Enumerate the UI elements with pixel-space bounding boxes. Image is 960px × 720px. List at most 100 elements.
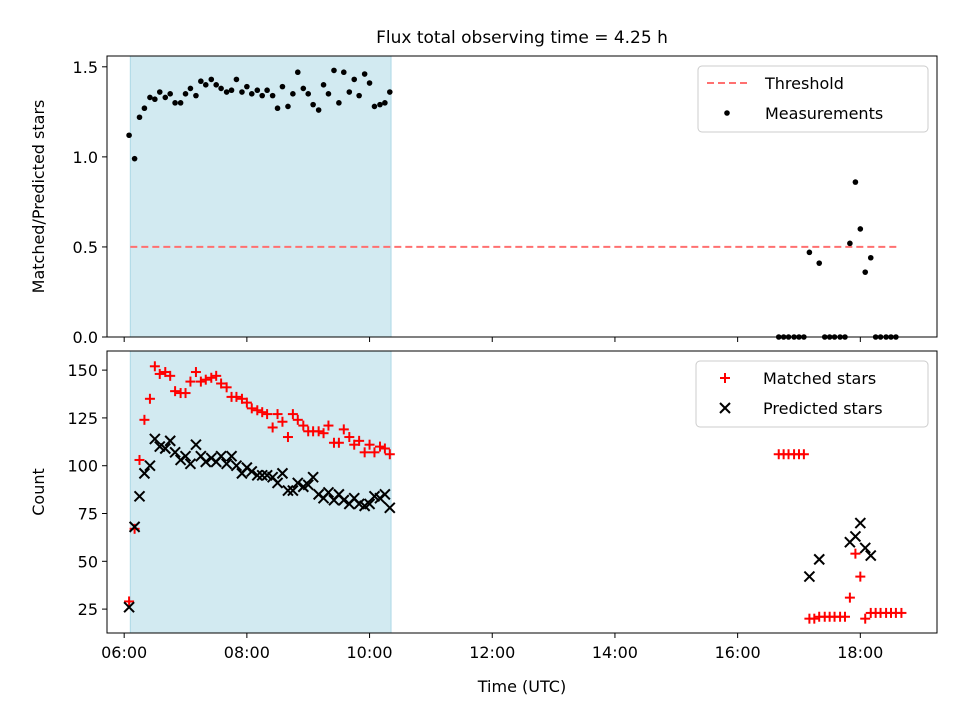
- data-point: [228, 87, 235, 94]
- x-b: [849, 530, 862, 543]
- data-point: [867, 254, 874, 261]
- data-point: [298, 420, 309, 431]
- observing-window-span: [129, 55, 392, 338]
- series-predicted-stars: [123, 433, 877, 613]
- data-point: [138, 467, 151, 480]
- x-b: [154, 440, 166, 453]
- data-point: [287, 409, 298, 420]
- data-point: [133, 490, 146, 503]
- data-point: [211, 370, 222, 381]
- data-point: [313, 426, 324, 437]
- x-b: [149, 433, 161, 445]
- data-point: [859, 542, 871, 554]
- x-b: [813, 553, 825, 566]
- data-point: [384, 502, 396, 514]
- data-point: [220, 458, 233, 470]
- data-point: [300, 85, 307, 92]
- data-point: [323, 420, 334, 431]
- data-point: [230, 460, 243, 472]
- data-point: [129, 523, 140, 534]
- data-point: [218, 85, 224, 92]
- data-point: [336, 100, 342, 106]
- legend-label: Threshold: [764, 74, 844, 93]
- legend-marker: [724, 110, 730, 116]
- x-b: [123, 601, 135, 613]
- data-point: [190, 438, 202, 451]
- figure-title: Flux total observing time = 4.25 h: [376, 28, 668, 48]
- top-panel-ratio: 0.0 0.5 1.0 1.5 Matched/Predicted stars Thres…: [29, 55, 938, 347]
- data-point: [318, 428, 329, 439]
- data-point: [198, 78, 204, 85]
- data-point: [271, 477, 284, 489]
- x-b: [384, 502, 396, 514]
- y-tick-label: 75: [78, 505, 98, 524]
- legend-label: Predicted stars: [763, 399, 883, 418]
- data-point: [374, 441, 385, 452]
- data-point: [252, 405, 263, 416]
- data-point: [272, 409, 283, 420]
- x-b: [164, 435, 176, 447]
- x-axis-label: Time (UTC): [477, 677, 566, 696]
- x-b: [276, 467, 289, 480]
- data-point: [292, 414, 303, 425]
- axes-frame: [106, 350, 938, 634]
- data-point: [850, 548, 861, 559]
- data-point: [225, 450, 238, 462]
- x-b: [271, 477, 284, 489]
- data-point: [282, 484, 294, 497]
- x-b: [225, 450, 238, 462]
- y-tick-label: 100: [67, 457, 98, 476]
- data-point: [310, 101, 316, 108]
- data-point: [187, 85, 194, 92]
- data-point: [156, 89, 163, 95]
- data-point: [264, 87, 270, 94]
- data-point: [356, 92, 362, 99]
- data-point: [233, 76, 240, 83]
- observing-window-span: [129, 350, 392, 634]
- x-b: [282, 484, 294, 497]
- y-tick-label: 1.5: [73, 58, 98, 77]
- x-b: [338, 494, 350, 506]
- data-point: [256, 469, 268, 481]
- data-point: [162, 94, 169, 101]
- data-point: [221, 382, 232, 393]
- data-point: [813, 553, 825, 566]
- data-point: [844, 592, 855, 603]
- legend: Matched stars Predicted stars: [695, 360, 929, 428]
- x-b: [287, 484, 299, 497]
- x-b: [302, 479, 314, 491]
- data-point: [269, 92, 276, 99]
- data-point: [852, 179, 859, 185]
- data-point: [279, 83, 286, 90]
- data-point: [144, 460, 156, 472]
- data-point: [798, 449, 809, 460]
- data-point: [200, 374, 211, 385]
- data-point: [223, 89, 230, 95]
- x-b: [133, 490, 146, 503]
- x-tick-label: 10:00: [347, 643, 393, 662]
- data-point: [809, 613, 820, 624]
- data-point: [248, 91, 255, 97]
- x-b: [266, 471, 279, 483]
- data-point: [259, 92, 266, 99]
- y-axis-label: Matched/Predicted stars: [29, 100, 48, 294]
- data-point: [144, 393, 155, 404]
- x-b: [179, 450, 192, 462]
- x-tick-label: 08:00: [224, 643, 270, 662]
- data-point: [241, 397, 252, 408]
- x-b: [859, 542, 871, 554]
- x-b: [159, 442, 171, 455]
- data-point: [364, 439, 375, 450]
- legend: Threshold Measurements: [697, 65, 929, 133]
- bottom-panel-count: 25 50 75 100 125 150 06:00 08:00 10:00 12:00 14:00…: [29, 350, 938, 696]
- data-point: [290, 91, 296, 97]
- legend-marker: [720, 373, 730, 383]
- data-point: [862, 269, 869, 275]
- data-point: [322, 486, 335, 499]
- data-point: [134, 454, 145, 465]
- data-point: [379, 488, 391, 501]
- data-point: [185, 376, 196, 387]
- data-point: [216, 378, 227, 389]
- data-point: [285, 103, 291, 110]
- data-point: [282, 432, 293, 443]
